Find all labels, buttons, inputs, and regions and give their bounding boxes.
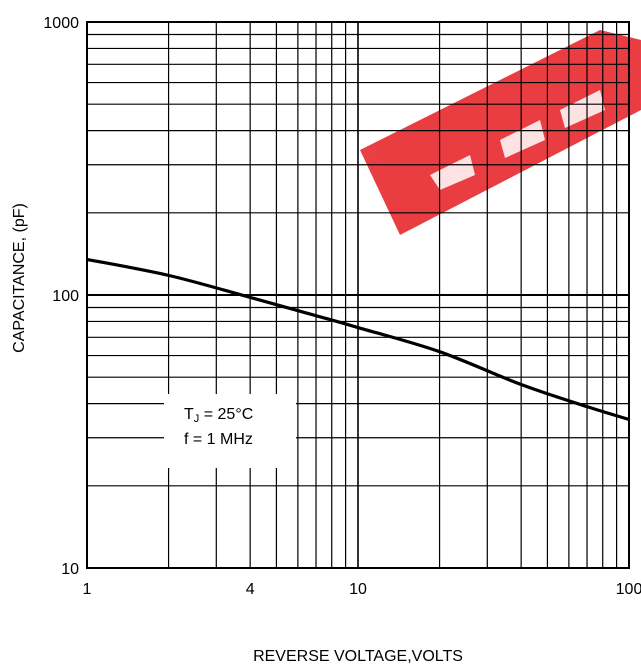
y-axis-label: CAPACITANCE, (pF) — [11, 203, 28, 353]
x-tick-label: 100 — [616, 581, 641, 598]
watermark-logo — [360, 30, 641, 235]
series-group — [86, 257, 630, 421]
y-tick-label: 100 — [52, 288, 79, 305]
watermark-band — [360, 30, 641, 235]
annotation-frequency: f = 1 MHz — [184, 431, 253, 448]
capacitance-curve — [86, 257, 630, 421]
y-tick-label: 10 — [61, 561, 79, 578]
x-tick-label: 10 — [349, 581, 367, 598]
x-tick-label: 4 — [246, 581, 255, 598]
tick-labels: 1 4 10 100 10 100 1000 — [43, 15, 641, 598]
watermark-cut — [500, 120, 545, 158]
y-tick-label: 1000 — [43, 15, 79, 32]
x-axis-label: REVERSE VOLTAGE,VOLTS — [253, 648, 463, 665]
watermark-cut — [560, 90, 605, 128]
annotation-box: TJ = 25°C f = 1 MHz — [164, 394, 296, 468]
watermark-cut — [430, 155, 475, 190]
grid — [86, 21, 630, 569]
annotation-temperature: TJ = 25°C — [184, 406, 253, 425]
plot-frame — [86, 21, 630, 569]
x-tick-label: 1 — [83, 581, 92, 598]
